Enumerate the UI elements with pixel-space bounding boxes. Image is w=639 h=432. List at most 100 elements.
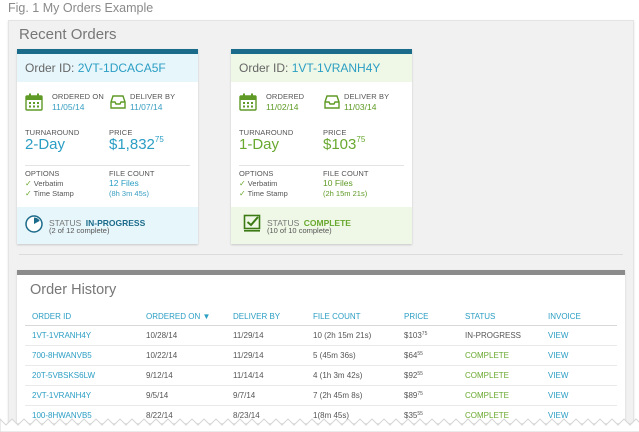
file-count-cell: 1(8m 45s) [306,405,397,423]
table-row: 2VT-1VRANH4Y 9/5/14 9/7/14 7 (2h 45m 8s)… [25,385,617,406]
column-order-id[interactable]: ORDER ID [25,308,139,326]
status-label: STATUS [267,218,300,228]
deliver-by-cell: 11/29/14 [226,345,306,366]
order-id-link[interactable]: 100-8HWANVB5 [25,405,139,423]
order-id-link[interactable]: 1VT-1VRANH4Y [25,325,139,346]
section-divider [19,254,623,255]
invoice-view-link[interactable]: VIEW [541,365,617,386]
table-header-row: ORDER ID ORDERED ON ▼ DELIVER BY FILE CO… [25,308,617,326]
order-history-table: ORDER ID ORDERED ON ▼ DELIVER BY FILE CO… [25,308,617,423]
column-price[interactable]: PRICE [397,308,458,326]
price-cell: $10375 [397,325,458,346]
order-status-bar: STATUS IN-PROGRESS (2 of 12 complete) [17,207,198,244]
file-count-cell: 10 (2h 15m 21s) [306,325,397,346]
file-count-cell: 5 (45m 36s) [306,345,397,366]
column-file-count[interactable]: FILE COUNT [306,308,397,326]
file-count-label: FILE COUNT [109,169,155,178]
invoice-view-link[interactable]: VIEW [541,345,617,366]
ordered-on-cell: 10/22/14 [139,345,226,366]
status-value: COMPLETE [303,218,351,228]
status-value: IN-PROGRESS [85,218,146,228]
progress-pie-icon [25,215,43,238]
recent-orders-title: Recent Orders [19,26,117,43]
inbox-tray-icon [323,93,341,116]
option-item: ✓ Verbatim [239,179,278,188]
column-deliver-by[interactable]: DELIVER BY [226,308,306,326]
order-card-header: Order ID: 2VT-1DCACA5F [17,54,198,82]
status-cell: COMPLETE [458,365,541,386]
deliver-by-date: 11/07/14 [130,102,163,112]
ordered-on-label: ORDERED ON [52,92,104,101]
order-history-panel: Order History ORDER ID ORDERED ON ▼ DELI… [17,270,625,423]
ordered-on-cell: 9/5/14 [139,385,226,406]
price-dollars: $103 [323,136,357,153]
status-detail: (10 of 10 complete) [267,226,332,235]
order-history-title: Order History [30,282,117,298]
order-status-bar: STATUS COMPLETE (10 of 10 complete) [231,207,412,244]
order-id-link[interactable]: 2VT-1DCACA5F [77,61,166,75]
invoice-view-link[interactable]: VIEW [541,325,617,346]
deliver-by-label: DELIVER BY [130,92,176,101]
table-row: 20T-5VBSKS6LW 9/12/14 11/14/14 4 (1h 3m … [25,365,617,386]
order-id-link[interactable]: 2VT-1VRANH4Y [25,385,139,406]
check-icon: ✓ [25,189,32,198]
invoice-view-link[interactable]: VIEW [541,385,617,406]
checkbox-icon [243,214,261,237]
figure-caption: Fig. 1 My Orders Example [8,1,154,15]
deliver-by-cell: 9/7/14 [226,385,306,406]
options-label: OPTIONS [25,169,60,178]
order-card-complete[interactable]: Order ID: 1VT-1VRANH4Y ORDERED 11/02/14 … [231,49,412,244]
status-detail: (2 of 12 complete) [49,226,110,235]
ordered-on-label: ORDERED [266,92,305,101]
option-item: ✓ Time Stamp [25,189,74,198]
column-invoice[interactable]: INVOICE [541,308,617,326]
order-id-label: Order ID: [239,61,289,75]
price-cell: $8975 [397,385,458,406]
status-line: STATUS IN-PROGRESS [49,213,145,231]
invoice-view-link[interactable]: VIEW [541,405,617,423]
option-item: ✓ Verbatim [25,179,64,188]
deliver-by-date: 11/03/14 [344,102,377,112]
order-card-inprogress[interactable]: Order ID: 2VT-1DCACA5F ORDERED ON 11/05/… [17,49,198,244]
price-cell: $6455 [397,345,458,366]
order-id-label: Order ID: [25,61,75,75]
check-icon: ✓ [25,179,32,188]
ordered-on-date: 11/02/14 [266,102,299,112]
column-status[interactable]: STATUS [458,308,541,326]
turnaround-label: TURNAROUND [239,128,294,137]
check-icon: ✓ [239,189,246,198]
ordered-on-cell: 10/28/14 [139,325,226,346]
order-card-header: Order ID: 1VT-1VRANH4Y [231,54,412,82]
inbox-tray-icon [109,93,127,116]
price-value: $10375 [323,135,365,153]
card-divider [25,165,190,166]
torn-edge [0,418,639,432]
options-label: OPTIONS [239,169,274,178]
deliver-by-cell: 11/14/14 [226,365,306,386]
status-cell: IN-PROGRESS [458,325,541,346]
order-id-link[interactable]: 1VT-1VRANH4Y [291,61,381,75]
file-count-cell: 4 (1h 3m 42s) [306,365,397,386]
file-count-value: 10 Files [323,178,353,188]
ordered-on-cell: 9/12/14 [139,365,226,386]
price-cell: $3555 [397,405,458,423]
file-duration: (8h 3m 45s) [109,189,150,198]
price-value: $1,83275 [109,135,164,153]
price-cell: $9255 [397,365,458,386]
deliver-by-cell: 8/23/14 [226,405,306,423]
status-label: STATUS [49,218,82,228]
option-item: ✓ Time Stamp [239,189,288,198]
turnaround-value: 1-Day [239,136,280,153]
orders-panel: Recent Orders Order ID: 2VT-1DCACA5F ORD… [8,20,634,424]
order-id-link[interactable]: 20T-5VBSKS6LW [25,365,139,386]
turnaround-label: TURNAROUND [25,128,80,137]
file-count-cell: 7 (2h 45m 8s) [306,385,397,406]
order-id-link[interactable]: 700-8HWANVB5 [25,345,139,366]
file-count-label: FILE COUNT [323,169,369,178]
price-label: PRICE [323,128,347,137]
status-cell: COMPLETE [458,385,541,406]
column-ordered-on[interactable]: ORDERED ON ▼ [139,308,226,326]
table-row: 1VT-1VRANH4Y 10/28/14 11/29/14 10 (2h 15… [25,325,617,346]
price-cents: 75 [154,135,164,144]
card-divider [239,165,404,166]
